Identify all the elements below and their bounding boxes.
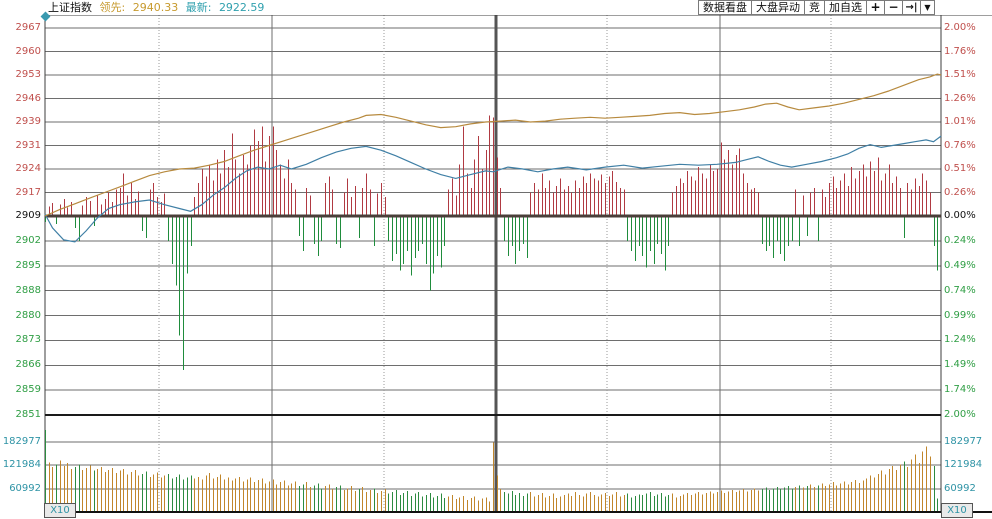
pct-tick-up: 0.76% <box>944 139 976 151</box>
price-tick-up: 2917 <box>15 186 41 198</box>
pct-tick-up: 2.00% <box>944 22 976 33</box>
price-tick-up: 2939 <box>15 116 41 127</box>
price-tick-up: 2967 <box>15 22 41 33</box>
volume-tick-right: 60992 <box>944 483 976 494</box>
pct-tick-down: 0.24% <box>944 234 976 246</box>
price-tick-down: 2866 <box>15 359 41 371</box>
pct-tick-zero: 0.00% <box>944 210 976 221</box>
price-tick-down: 2851 <box>15 409 41 420</box>
pct-tick-up: 1.51% <box>944 69 976 80</box>
pct-tick-up: 0.26% <box>944 186 976 198</box>
price-tick-down: 2859 <box>15 384 41 396</box>
market-alert-button[interactable]: 大盘异动 <box>751 0 805 15</box>
pct-tick-up: 1.76% <box>944 45 976 57</box>
price-tick-prev-close: 2909 <box>15 210 41 221</box>
last-label: 最新: <box>185 1 212 14</box>
lead-value: 2940.33 <box>132 1 179 14</box>
pct-tick-down: 1.24% <box>944 334 976 346</box>
price-tick-down: 2880 <box>15 309 41 321</box>
pct-tick-down: 0.74% <box>944 284 976 296</box>
jump-to-end-icon[interactable]: →| <box>902 0 921 15</box>
pct-tick-down: 1.74% <box>944 384 976 396</box>
pct-tick-down: 0.49% <box>944 259 976 271</box>
pct-tick-up: 1.01% <box>944 116 976 127</box>
pct-tick-down: 0.99% <box>944 309 976 321</box>
volume-tick-left: 182977 <box>2 436 41 447</box>
index-name: 上证指数 <box>48 1 92 14</box>
data-watch-button[interactable]: 数据看盘 <box>698 0 752 15</box>
price-tick-down: 2888 <box>15 284 41 296</box>
pct-tick-up: 0.51% <box>944 163 976 174</box>
toolbar: 数据看盘 大盘异动 竞 加自选 + − →| ▼ <box>698 0 935 15</box>
pct-tick-up: 1.26% <box>944 92 976 104</box>
price-tick-up: 2953 <box>15 69 41 80</box>
header-bar: 上证指数 领先: 2940.33 最新: 2922.59 数据看盘 大盘异动 竞… <box>0 0 992 15</box>
volume-unit-right: X10 <box>941 503 973 518</box>
zoom-in-icon[interactable]: + <box>866 0 885 15</box>
lead-label: 领先: <box>99 1 126 14</box>
price-tick-up: 2931 <box>15 139 41 151</box>
volume-tick-left: 121984 <box>2 459 41 470</box>
price-tick-up: 2960 <box>15 45 41 57</box>
last-value: 2922.59 <box>218 1 265 14</box>
auction-button[interactable]: 竞 <box>804 0 825 15</box>
pct-tick-down: 1.49% <box>944 359 976 371</box>
dropdown-caret-icon[interactable]: ▼ <box>920 0 935 15</box>
price-tick-down: 2873 <box>15 334 41 346</box>
price-tick-down: 2902 <box>15 234 41 246</box>
volume-unit-left: X10 <box>44 503 76 518</box>
add-watchlist-button[interactable]: 加自选 <box>824 0 867 15</box>
price-tick-up: 2924 <box>15 163 41 174</box>
price-tick-down: 2895 <box>15 259 41 271</box>
index-title-group: 上证指数 领先: 2940.33 最新: 2922.59 <box>48 1 268 15</box>
price-tick-up: 2946 <box>15 92 41 104</box>
volume-tick-right: 121984 <box>944 459 983 470</box>
volume-tick-left: 60992 <box>9 483 41 494</box>
volume-tick-right: 182977 <box>944 436 983 447</box>
zoom-out-icon[interactable]: − <box>884 0 903 15</box>
pct-tick-down: 2.00% <box>944 409 976 420</box>
